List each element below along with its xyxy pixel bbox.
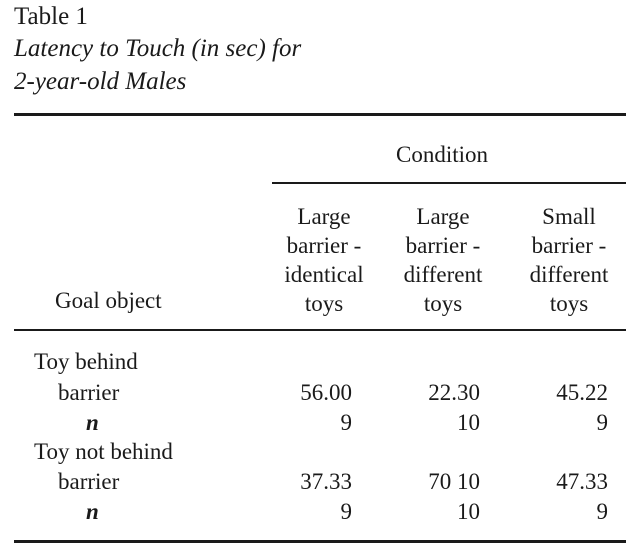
bottom-rule bbox=[14, 540, 626, 543]
table-label: Table 1 bbox=[14, 3, 88, 30]
column-header-line: toys bbox=[423, 291, 463, 316]
table-title-line-1: Latency to Touch (in sec) for bbox=[14, 35, 302, 62]
cell-value: 45.22 bbox=[556, 380, 608, 405]
row-label-group1-line1: Toy behind bbox=[34, 349, 138, 374]
cell-n: 9 bbox=[340, 410, 353, 435]
condition-rule bbox=[272, 182, 626, 184]
stub-header: Goal object bbox=[55, 288, 162, 313]
cell-value: 56.00 bbox=[300, 380, 352, 405]
cell-n: 9 bbox=[596, 410, 609, 435]
column-header-2: Large barrier - different toys bbox=[384, 202, 502, 318]
cell-value: 22.30 bbox=[428, 380, 480, 405]
row-label-group2-line2: barrier bbox=[58, 469, 120, 494]
column-header-line: Small bbox=[542, 204, 596, 229]
column-header-line: different bbox=[529, 262, 609, 287]
column-header-line: barrier - bbox=[405, 233, 481, 258]
cell-n: 9 bbox=[596, 499, 609, 524]
top-rule bbox=[14, 113, 626, 116]
column-header-line: toys bbox=[304, 291, 344, 316]
column-header-line: barrier - bbox=[531, 233, 607, 258]
column-header-line: different bbox=[403, 262, 483, 287]
header-rule bbox=[14, 329, 626, 331]
column-header-line: identical bbox=[284, 262, 364, 287]
column-header-3: Small barrier - different toys bbox=[510, 202, 628, 318]
column-header-line: Large bbox=[297, 204, 351, 229]
condition-spanner: Condition bbox=[395, 142, 488, 167]
column-header-line: barrier - bbox=[286, 233, 362, 258]
row-label-group1-line2: barrier bbox=[58, 380, 120, 405]
column-header-line: toys bbox=[549, 291, 589, 316]
table-title-line-2: 2-year-old Males bbox=[14, 68, 187, 95]
row-label-n: n bbox=[86, 410, 99, 435]
column-header-line: Large bbox=[416, 204, 470, 229]
cell-value: 47.33 bbox=[556, 469, 608, 494]
row-label-group2-line1: Toy not behind bbox=[34, 439, 173, 464]
column-header-1: Large barrier - identical toys bbox=[265, 202, 383, 318]
cell-n: 10 bbox=[457, 499, 480, 524]
cell-value: 37.33 bbox=[300, 469, 352, 494]
cell-n: 9 bbox=[340, 499, 353, 524]
cell-n: 10 bbox=[457, 410, 480, 435]
cell-value: 70 10 bbox=[428, 469, 480, 494]
row-label-n: n bbox=[86, 499, 99, 524]
